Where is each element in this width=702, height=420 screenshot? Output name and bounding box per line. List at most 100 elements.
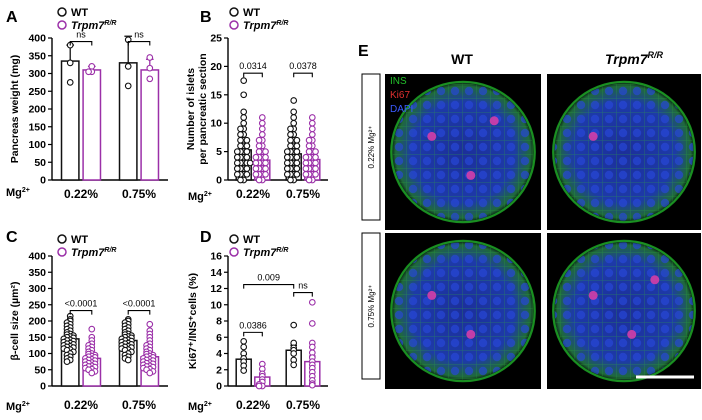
column-label-mut-sup: R/R xyxy=(648,50,664,60)
column-label-mut: Trpm7R/R xyxy=(605,50,664,67)
islet-cells xyxy=(554,242,694,380)
data-point xyxy=(287,125,294,133)
mg-label: Mg2+ xyxy=(188,191,212,203)
data-point xyxy=(85,68,92,76)
data-point xyxy=(293,170,301,178)
y-tick-label: 20 xyxy=(210,61,222,73)
data-point xyxy=(258,114,266,121)
micrograph-3 xyxy=(385,233,541,389)
y-tick-label: 400 xyxy=(28,33,46,45)
significance-label: ns xyxy=(298,281,308,291)
data-point xyxy=(237,136,244,144)
data-point xyxy=(290,97,298,104)
data-point xyxy=(305,176,313,184)
bar xyxy=(140,69,160,181)
row-label: 0.75% Mg²⁺ xyxy=(367,285,376,328)
data-point xyxy=(262,165,269,172)
islet-cells xyxy=(554,83,694,221)
data-point xyxy=(255,142,263,150)
islet-border xyxy=(552,80,696,224)
ki67-nucleus xyxy=(427,131,437,141)
category-label: 0.75% xyxy=(122,398,156,412)
y-tick-label: 0 xyxy=(40,175,46,187)
significance-label: 0.0378 xyxy=(289,61,317,71)
legend-marker-wt xyxy=(229,7,239,17)
data-point xyxy=(124,82,132,90)
y-axis-label: Pancreas weight (mg) xyxy=(9,55,21,164)
y-tick-label: 350 xyxy=(28,267,46,279)
micrograph-1 xyxy=(385,74,541,230)
data-point xyxy=(308,114,316,121)
data-point xyxy=(258,131,266,138)
data-point xyxy=(302,159,310,167)
row-label-box xyxy=(361,73,381,221)
data-point xyxy=(283,165,291,172)
data-point xyxy=(252,170,260,178)
data-point xyxy=(243,136,251,144)
data-point xyxy=(240,91,248,99)
data-point xyxy=(255,176,263,184)
significance-bracket xyxy=(69,41,93,46)
legend-marker-mut xyxy=(229,247,239,257)
y-tick-label: 50 xyxy=(34,364,46,376)
data-point xyxy=(283,170,291,178)
ki67-nucleus xyxy=(627,329,637,339)
islet-border xyxy=(390,239,536,383)
data-point xyxy=(262,170,269,178)
data-point xyxy=(88,369,96,377)
significance-bracket xyxy=(293,292,313,297)
bar xyxy=(82,69,102,181)
y-tick-label: 0 xyxy=(40,381,46,393)
data-point xyxy=(124,63,132,70)
data-point xyxy=(252,165,260,172)
data-point xyxy=(66,79,74,86)
mg-label-sup: 2+ xyxy=(22,187,30,194)
data-point xyxy=(290,361,298,369)
data-point xyxy=(146,64,154,72)
data-point xyxy=(233,148,241,155)
data-point xyxy=(290,114,298,121)
data-point xyxy=(63,358,71,365)
mg-label-sup: 2+ xyxy=(22,401,30,408)
data-point xyxy=(243,148,251,155)
data-point xyxy=(302,165,310,172)
data-point xyxy=(237,142,244,150)
data-point xyxy=(290,119,298,127)
data-point xyxy=(124,356,132,364)
data-point xyxy=(237,176,244,184)
panel-letter-E: E xyxy=(358,43,369,60)
data-point xyxy=(88,325,96,333)
row-label-box xyxy=(361,232,381,380)
data-point xyxy=(293,142,301,150)
data-point xyxy=(146,369,154,377)
y-tick-label: 10 xyxy=(210,118,222,130)
data-point xyxy=(240,367,248,374)
ki67-nucleus xyxy=(588,290,598,300)
significance-bracket xyxy=(127,310,151,315)
significance-label: 0.0386 xyxy=(239,320,267,330)
category-label: 0.22% xyxy=(64,398,98,412)
legend-marker-mut xyxy=(57,20,67,30)
data-point xyxy=(312,159,319,167)
micrograph-2 xyxy=(547,74,701,230)
significance-bracket xyxy=(243,284,295,289)
data-point xyxy=(293,136,301,144)
significance-bracket xyxy=(127,41,151,46)
y-tick-label: 200 xyxy=(28,316,46,328)
data-point xyxy=(252,153,260,161)
data-point xyxy=(293,148,301,155)
islet-cells xyxy=(392,83,534,221)
legend-label-mut: Trpm7R/R xyxy=(243,20,288,32)
legend-marker-wt xyxy=(57,7,67,17)
data-point xyxy=(237,125,244,133)
data-point xyxy=(255,382,263,390)
legend-marker-wt xyxy=(229,234,239,244)
mg-label: Mg2+ xyxy=(188,401,212,413)
data-point xyxy=(262,148,269,155)
channel-label-ki67: Ki67 xyxy=(390,90,410,101)
bar xyxy=(60,60,80,181)
